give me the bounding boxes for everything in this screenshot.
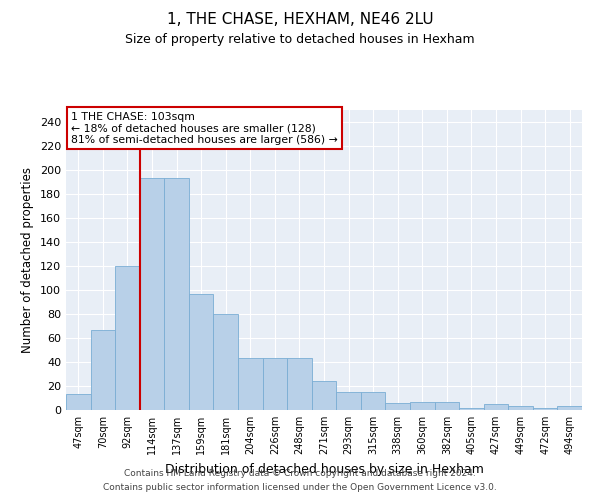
Text: 1, THE CHASE, HEXHAM, NE46 2LU: 1, THE CHASE, HEXHAM, NE46 2LU bbox=[167, 12, 433, 28]
Bar bbox=[533, 408, 557, 410]
Bar bbox=[336, 392, 361, 410]
X-axis label: Distribution of detached houses by size in Hexham: Distribution of detached houses by size … bbox=[164, 462, 484, 475]
Bar bbox=[484, 404, 508, 410]
Text: Contains public sector information licensed under the Open Government Licence v3: Contains public sector information licen… bbox=[103, 484, 497, 492]
Bar bbox=[238, 358, 263, 410]
Bar bbox=[189, 294, 214, 410]
Bar bbox=[361, 392, 385, 410]
Bar bbox=[410, 402, 434, 410]
Y-axis label: Number of detached properties: Number of detached properties bbox=[22, 167, 34, 353]
Bar bbox=[557, 406, 582, 410]
Bar bbox=[385, 403, 410, 410]
Bar bbox=[164, 178, 189, 410]
Bar bbox=[459, 408, 484, 410]
Text: Contains HM Land Registry data © Crown copyright and database right 2024.: Contains HM Land Registry data © Crown c… bbox=[124, 468, 476, 477]
Bar bbox=[263, 358, 287, 410]
Text: Size of property relative to detached houses in Hexham: Size of property relative to detached ho… bbox=[125, 32, 475, 46]
Bar bbox=[312, 381, 336, 410]
Bar bbox=[434, 402, 459, 410]
Bar bbox=[91, 330, 115, 410]
Bar bbox=[140, 178, 164, 410]
Bar bbox=[115, 266, 140, 410]
Bar bbox=[287, 358, 312, 410]
Bar bbox=[66, 394, 91, 410]
Bar bbox=[214, 314, 238, 410]
Text: 1 THE CHASE: 103sqm
← 18% of detached houses are smaller (128)
81% of semi-detac: 1 THE CHASE: 103sqm ← 18% of detached ho… bbox=[71, 112, 338, 144]
Bar bbox=[508, 406, 533, 410]
